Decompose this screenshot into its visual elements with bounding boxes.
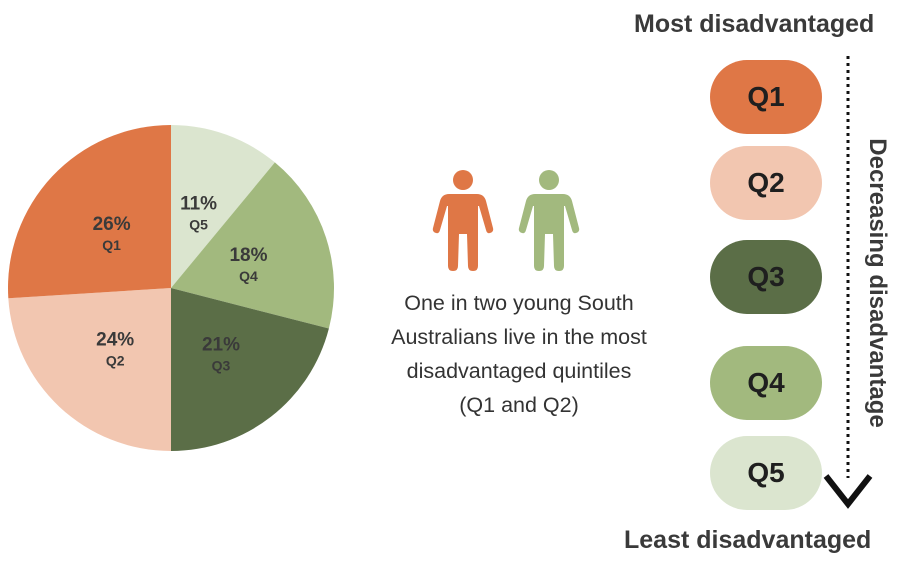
pie-slice-q1 xyxy=(7,124,172,299)
quintile-pill-q4: Q4 xyxy=(710,346,822,420)
decreasing-disadvantage-label: Decreasing disadvantage xyxy=(864,138,891,428)
pie-category-label-q5: Q5 xyxy=(189,216,208,232)
pie-chart: 11% Q5 18% Q4 21% Q3 24% Q2 26% Q1 xyxy=(7,124,335,451)
person-icon-green xyxy=(518,170,580,271)
caption-line-3: disadvantaged quintiles xyxy=(406,359,632,383)
quintile-pill-q3: Q3 xyxy=(710,240,822,314)
quintile-pill-q1: Q1 xyxy=(710,60,822,134)
pie-value-label-q4: 18% xyxy=(229,245,267,266)
pie-slice-q2 xyxy=(8,288,171,451)
pie-category-label-q4: Q4 xyxy=(239,268,258,284)
pie-value-label-q5: 11% xyxy=(180,193,217,214)
person-icon-orange xyxy=(432,170,494,271)
pie-category-label-q2: Q2 xyxy=(106,352,125,368)
caption-line-2: Australians live in the most xyxy=(391,325,647,349)
pie-slice-q3 xyxy=(171,288,329,451)
quintile-pill-q5: Q5 xyxy=(710,436,822,510)
down-arrow-icon xyxy=(823,56,873,509)
pie-category-label-q1: Q1 xyxy=(102,237,121,253)
caption: One in two young South Australians live … xyxy=(356,286,682,422)
pie-slice-q5 xyxy=(171,125,275,288)
caption-line-1: One in two young South xyxy=(404,291,634,315)
caption-line-4: (Q1 and Q2) xyxy=(459,393,579,417)
quintile-pill-q2: Q2 xyxy=(710,146,822,220)
pie-slice-q4 xyxy=(171,162,335,329)
most-disadvantaged-heading: Most disadvantaged xyxy=(634,10,875,38)
pie-category-label-q3: Q3 xyxy=(212,357,231,373)
least-disadvantaged-heading: Least disadvantaged xyxy=(624,526,872,554)
pie-value-label-q3: 21% xyxy=(202,334,240,355)
pie-value-label-q2: 24% xyxy=(96,329,134,350)
pie-value-label-q1: 26% xyxy=(93,214,131,235)
